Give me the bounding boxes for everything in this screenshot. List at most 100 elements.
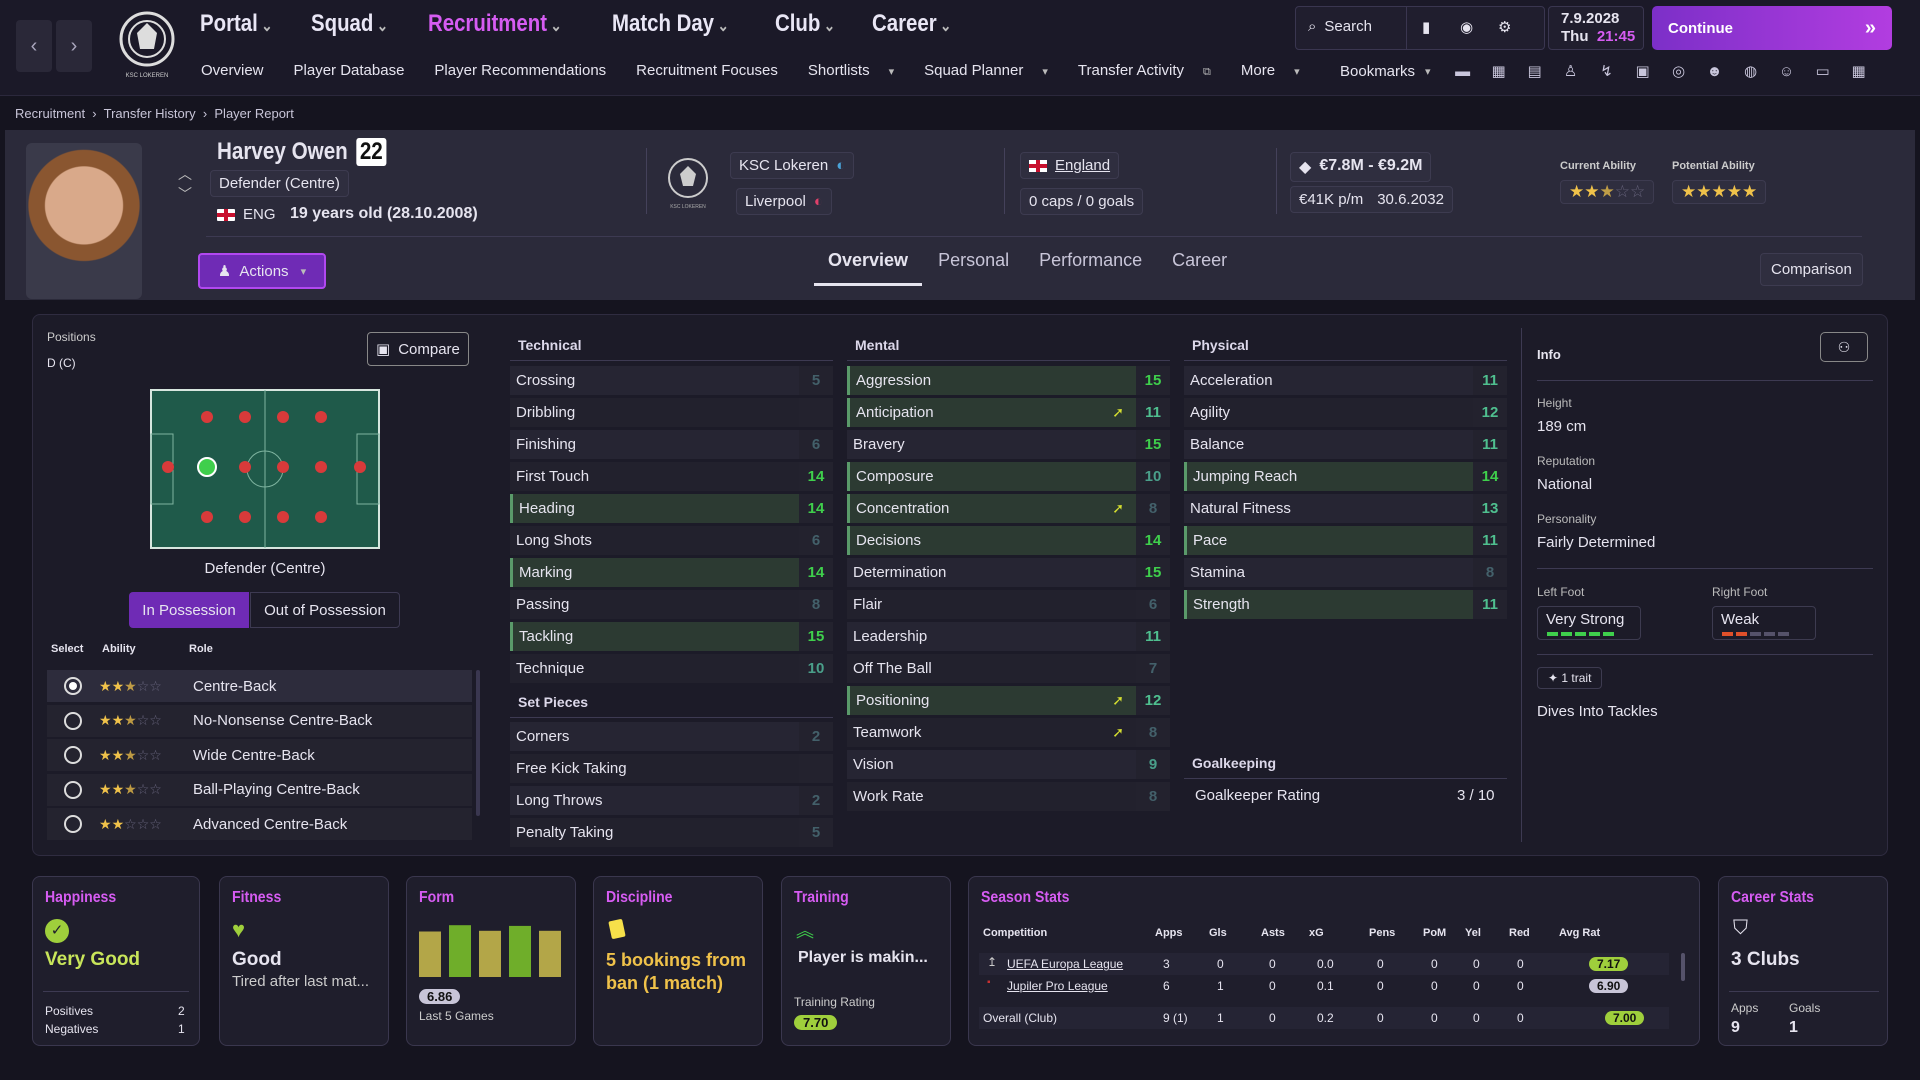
gear-icon[interactable]: ⚙: [1498, 19, 1512, 36]
club-link[interactable]: KSC Lokeren ◐: [730, 152, 855, 179]
attr-leadership[interactable]: Leadership 11: [847, 622, 1170, 651]
continue-button[interactable]: Continue »: [1652, 6, 1892, 50]
season-stats-card[interactable]: Season Stats Competition Apps Gls Asts xG Pen…: [968, 876, 1700, 1046]
season-scrollbar[interactable]: [1681, 953, 1685, 981]
subnav-transfer-activity[interactable]: Transfer Activity ⧉: [1078, 62, 1226, 79]
nav-career[interactable]: Career ⌄: [872, 10, 951, 38]
role-list-scrollbar[interactable]: [476, 670, 480, 816]
forward-button[interactable]: ›: [56, 20, 92, 72]
crumb-transfer-history[interactable]: Transfer History: [103, 106, 196, 121]
youth-icon[interactable]: ☻: [1706, 62, 1723, 80]
attr-vision[interactable]: Vision 9: [847, 750, 1170, 779]
attr-crossing[interactable]: Crossing 5: [510, 366, 833, 395]
calendar-icon[interactable]: ▦: [1491, 63, 1506, 80]
attr-flair[interactable]: Flair 6: [847, 590, 1170, 619]
staff-icon[interactable]: ♙: [1563, 63, 1578, 80]
nav-match-day[interactable]: Match Day ⌄: [612, 10, 729, 38]
attr-penalty-taking[interactable]: Penalty Taking 5: [510, 818, 833, 847]
schedule-icon[interactable]: ▦: [1851, 63, 1866, 80]
comparison-button[interactable]: Comparison: [1760, 253, 1863, 286]
attr-composure[interactable]: Composure 10: [847, 462, 1170, 491]
role-radio[interactable]: [64, 746, 82, 764]
notebook-icon[interactable]: ▮: [1422, 19, 1431, 36]
finance-icon[interactable]: ▭: [1815, 63, 1830, 80]
attr-balance[interactable]: Balance 11: [1184, 430, 1507, 459]
tab-overview[interactable]: Overview: [814, 250, 923, 286]
training-icon[interactable]: ↯: [1600, 63, 1613, 80]
attr-first-touch[interactable]: First Touch 14: [510, 462, 833, 491]
attr-corners[interactable]: Corners 2: [510, 722, 833, 751]
out-of-possession-tab[interactable]: Out of Possession: [250, 592, 400, 628]
tab-personal[interactable]: Personal: [938, 250, 1010, 270]
attr-positioning[interactable]: Positioning ➚ 12: [847, 686, 1170, 715]
competition-name[interactable]: UEFA Europa League: [1007, 957, 1124, 971]
subnav-shortlists[interactable]: Shortlists ▾: [808, 62, 909, 79]
nav-squad[interactable]: Squad ⌄: [311, 10, 388, 38]
club-crest-icon[interactable]: KSC LOKEREN: [666, 156, 710, 212]
attr-bravery[interactable]: Bravery 15: [847, 430, 1170, 459]
subnav-player-database[interactable]: Player Database: [294, 62, 420, 79]
club-logo[interactable]: KSC LOKEREN: [118, 8, 176, 82]
role-row[interactable]: ★★★☆☆ Centre-Back: [47, 670, 472, 702]
info-settings-button[interactable]: ⚇: [1820, 332, 1868, 362]
attr-technique[interactable]: Technique 10: [510, 654, 833, 683]
loan-club-link[interactable]: Liverpool ◐: [736, 188, 832, 215]
tab-performance[interactable]: Performance: [1039, 250, 1143, 270]
actions-button[interactable]: ♟ Actions ▾: [198, 253, 326, 289]
season-row[interactable]: [979, 1007, 1669, 1029]
role-radio[interactable]: [64, 711, 82, 730]
form-card[interactable]: Form 6.86 Last 5 Games: [406, 876, 576, 1046]
ball-icon[interactable]: ◉: [1460, 19, 1474, 36]
training-card[interactable]: Training ︽ Player is makin... Training R…: [781, 876, 951, 1046]
attr-off-the-ball[interactable]: Off The Ball 7: [847, 654, 1170, 683]
attr-agility[interactable]: Agility 12: [1184, 398, 1507, 427]
attr-dribbling[interactable]: Dribbling: [510, 398, 833, 427]
nav-club[interactable]: Club ⌄: [775, 10, 835, 38]
happiness-card[interactable]: Happiness ✓ Very Good Positives 2 Negati…: [32, 876, 200, 1046]
attr-work-rate[interactable]: Work Rate 8: [847, 782, 1170, 811]
subnav-overview[interactable]: Overview: [201, 62, 279, 79]
traits-badge[interactable]: ✦ 1 trait: [1537, 667, 1603, 689]
date-box[interactable]: 7.9.2028 Thu 21:45: [1548, 6, 1644, 50]
subnav-more[interactable]: More ▾: [1241, 62, 1315, 79]
role-row[interactable]: ★★★☆☆ Wide Centre-Back: [47, 739, 472, 771]
back-button[interactable]: ‹: [16, 20, 52, 72]
attr-teamwork[interactable]: Teamwork ➚ 8: [847, 718, 1170, 747]
attr-decisions[interactable]: Decisions 14: [847, 526, 1170, 555]
fitness-card[interactable]: Fitness ♥ Good Tired after last mat...: [219, 876, 389, 1046]
compare-button[interactable]: ▣ Compare: [367, 332, 469, 366]
subnav-player-recommendations[interactable]: Player Recommendations: [434, 62, 621, 79]
attr-jumping-reach[interactable]: Jumping Reach 14: [1184, 462, 1507, 491]
role-radio[interactable]: [64, 780, 82, 799]
search-button[interactable]: ⌕ Search: [1308, 18, 1372, 35]
nation-link[interactable]: England: [1020, 152, 1120, 179]
attr-strength[interactable]: Strength 11: [1184, 590, 1507, 619]
attr-stamina[interactable]: Stamina 8: [1184, 558, 1507, 587]
attr-long-throws[interactable]: Long Throws 2: [510, 786, 833, 815]
nav-portal[interactable]: Portal ⌄: [200, 10, 273, 38]
crumb-recruitment[interactable]: Recruitment: [15, 106, 86, 121]
globe-icon[interactable]: ◍: [1744, 63, 1758, 80]
attr-aggression[interactable]: Aggression 15: [847, 366, 1170, 395]
attr-tackling[interactable]: Tackling 15: [510, 622, 833, 651]
in-possession-tab[interactable]: In Possession: [129, 592, 249, 628]
attr-concentration[interactable]: Concentration ➚ 8: [847, 494, 1170, 523]
attr-acceleration[interactable]: Acceleration 11: [1184, 366, 1507, 395]
player-nav-arrows[interactable]: ︿ ﹀: [178, 166, 192, 202]
role-radio[interactable]: [64, 677, 82, 695]
role-row[interactable]: ★★☆☆☆ Advanced Centre-Back: [47, 808, 472, 840]
attr-pace[interactable]: Pace 11: [1184, 526, 1507, 555]
subnav-squad-planner[interactable]: Squad Planner ▾: [924, 62, 1063, 79]
bookmarks-button[interactable]: Bookmarks: [1340, 62, 1416, 80]
scout-icon[interactable]: ◎: [1672, 63, 1686, 80]
role-row[interactable]: ★★★☆☆ No-Nonsense Centre-Back: [47, 704, 472, 737]
kit-icon[interactable]: ▣: [1635, 63, 1650, 80]
chat-icon[interactable]: ▬: [1455, 62, 1471, 80]
attr-determination[interactable]: Determination 15: [847, 558, 1170, 587]
career-stats-card[interactable]: Career Stats ⛉ 3 Clubs Apps Goals 9 1: [1718, 876, 1888, 1046]
attr-anticipation[interactable]: Anticipation ➚ 11: [847, 398, 1170, 427]
attr-marking[interactable]: Marking 14: [510, 558, 833, 587]
attr-passing[interactable]: Passing 8: [510, 590, 833, 619]
role-row[interactable]: ★★★☆☆ Ball-Playing Centre-Back: [47, 773, 472, 806]
attr-heading[interactable]: Heading 14: [510, 494, 833, 523]
